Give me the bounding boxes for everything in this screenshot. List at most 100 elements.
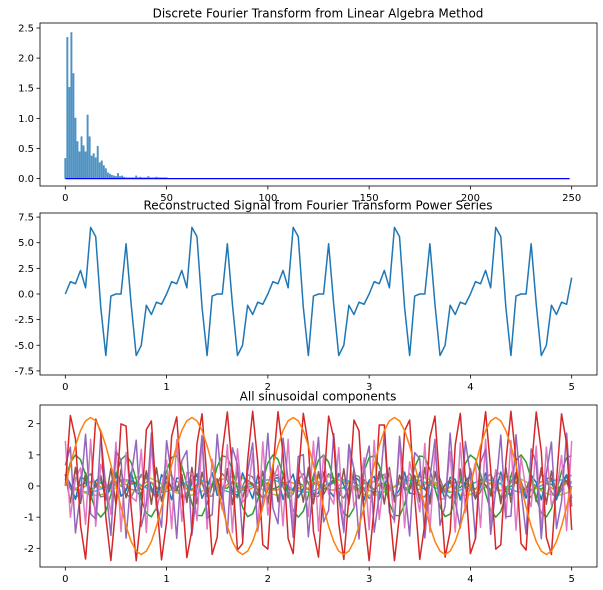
y-tick-label: -1 <box>24 513 34 524</box>
dft-bar <box>112 175 115 179</box>
x-tick-label: 5 <box>568 382 574 393</box>
x-tick-label: 0 <box>62 193 68 204</box>
dft-bar <box>78 151 81 179</box>
x-tick-label: 0 <box>62 382 68 393</box>
dft-bar <box>117 173 119 179</box>
dft-bar <box>68 87 71 179</box>
dft-bar <box>141 177 144 179</box>
x-tick-label: 2 <box>265 382 271 393</box>
y-tick-label: 7.5 <box>18 213 34 224</box>
components-plot <box>64 410 573 562</box>
dft-bar <box>137 177 140 179</box>
dft-bar <box>106 172 109 179</box>
dft-bar <box>165 177 168 179</box>
y-tick-label: 2.0 <box>18 54 34 65</box>
dft-bar <box>139 176 142 179</box>
dft-bar <box>104 168 107 179</box>
dft-bar <box>64 158 67 179</box>
y-tick-label: 0.5 <box>18 144 34 155</box>
dft-bar <box>80 136 83 179</box>
component-line <box>64 410 573 562</box>
x-tick-label: 3 <box>366 574 372 585</box>
x-tick-label: 3 <box>366 382 372 393</box>
signal-plot <box>64 226 573 357</box>
reconstructed-title: Reconstructed Signal from Fourier Transf… <box>143 199 492 213</box>
dft-bar <box>88 136 91 179</box>
dft-bar <box>108 173 111 179</box>
x-tick-label: 250 <box>562 193 581 204</box>
component-line <box>64 432 573 540</box>
dft-bar <box>161 177 164 179</box>
x-tick-label: 200 <box>461 193 480 204</box>
y-tick-label: -2 <box>24 544 34 555</box>
dft-bar <box>98 162 101 179</box>
y-tick-label: 1.0 <box>18 114 34 125</box>
dft-bar <box>92 153 95 179</box>
axes-frame <box>39 404 598 568</box>
dft-bar <box>135 175 138 179</box>
x-tick-label: 0 <box>62 574 68 585</box>
dft-bar <box>72 73 75 179</box>
components-title: All sinusoidal components <box>240 390 397 404</box>
dft-title: Discrete Fourier Transform from Linear A… <box>153 7 484 21</box>
dft-bar <box>84 151 87 179</box>
reconstructed-signal-panel: Reconstructed Signal from Fourier Transf… <box>14 199 598 393</box>
dft-bar <box>127 177 130 179</box>
x-tick-label: 150 <box>360 193 379 204</box>
x-tick-label: 50 <box>160 193 173 204</box>
x-tick-label: 5 <box>568 574 574 585</box>
dft-bar <box>153 177 156 179</box>
y-tick-label: 2 <box>28 419 34 430</box>
dft-bar <box>155 176 158 179</box>
y-tick-label: 5.0 <box>18 238 34 249</box>
x-tick-label: 100 <box>258 193 277 204</box>
dft-bar <box>119 176 121 179</box>
y-tick-label: -5.0 <box>14 341 34 352</box>
dft-bar <box>125 177 128 179</box>
dft-bar <box>66 37 69 179</box>
dft-bar <box>121 175 123 179</box>
x-tick-label: 4 <box>467 574 473 585</box>
x-tick-label: 1 <box>163 382 169 393</box>
dft-bar <box>90 155 93 179</box>
dft-bar <box>157 177 160 179</box>
y-tick-label: -2.5 <box>14 315 34 326</box>
x-tick-label: 4 <box>467 382 473 393</box>
component-line <box>64 454 573 518</box>
dft-bar <box>96 146 99 179</box>
y-tick-label: 0.0 <box>18 174 34 185</box>
dft-bar <box>76 141 79 179</box>
dft-bar <box>100 160 103 179</box>
x-tick-label: 1 <box>163 574 169 585</box>
dft-bar <box>131 177 134 179</box>
y-tick-label: 1 <box>28 450 34 461</box>
dft-bar <box>114 176 117 179</box>
dft-bar <box>151 177 154 179</box>
dft-bar <box>82 145 85 179</box>
dft-bar <box>70 32 73 179</box>
sinusoidal-components-panel: All sinusoidal components 0 1 2 3 4 5 -2 -1 0 1 2 <box>24 390 598 585</box>
y-tick-label: 2.5 <box>18 23 34 34</box>
dft-bar <box>110 174 113 179</box>
dft-bar <box>129 177 132 179</box>
dft-plot <box>64 32 570 180</box>
signal-line <box>64 226 573 357</box>
dft-bar <box>147 176 150 179</box>
dft-bar <box>102 165 105 179</box>
dft-bar <box>74 117 77 179</box>
y-tick-label: 2.5 <box>18 264 34 275</box>
y-tick-label: 0 <box>28 482 34 493</box>
axes-frame <box>39 22 598 187</box>
dft-bar <box>145 177 148 179</box>
y-tick-label: 0.0 <box>18 290 34 301</box>
dft-bar <box>143 177 146 179</box>
axes-frame <box>39 212 598 376</box>
dft-bar <box>94 157 97 179</box>
dft-bar <box>133 177 136 179</box>
x-tick-label: 2 <box>265 574 271 585</box>
dft-bar <box>86 114 89 179</box>
y-tick-label: -7.5 <box>14 366 34 377</box>
dft-bar <box>163 177 166 179</box>
dft-bar <box>159 177 162 179</box>
